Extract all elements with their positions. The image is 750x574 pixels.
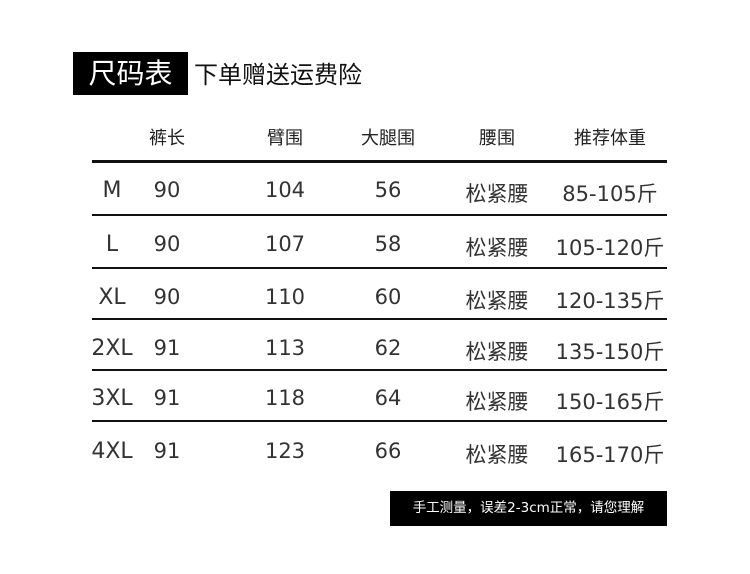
table-cell: 91 [153, 439, 181, 463]
table-cell: 58 [374, 232, 402, 256]
title: 尺码表 [73, 52, 188, 95]
table-cell: 90 [153, 285, 181, 309]
table-cell: 91 [153, 336, 181, 360]
table-cell: 松紧腰 [465, 443, 529, 467]
row-divider [92, 160, 667, 163]
table-cell: 松紧腰 [465, 390, 529, 414]
table-cell: 107 [264, 232, 306, 256]
table-cell: 118 [264, 386, 306, 410]
table-cell: 123 [264, 439, 306, 463]
table-cell: 松紧腰 [465, 182, 529, 206]
row-divider [92, 214, 667, 216]
row-divider [92, 420, 667, 422]
table-cell: 松紧腰 [465, 289, 529, 313]
table-cell: 松紧腰 [465, 340, 529, 364]
column-header: 推荐体重 [574, 128, 646, 149]
table-cell: 105-120斤 [555, 236, 665, 260]
subtitle: 下单赠送运费险 [194, 61, 362, 89]
size-label: 2XL [91, 336, 133, 361]
table-cell: 56 [374, 178, 402, 202]
row-divider [92, 318, 667, 320]
size-label: 3XL [91, 386, 133, 411]
table-cell: 90 [153, 178, 181, 202]
table-cell: 135-150斤 [555, 340, 665, 364]
column-header: 大腿围 [361, 128, 415, 149]
table-cell: 120-135斤 [555, 289, 665, 313]
table-cell: 松紧腰 [465, 236, 529, 260]
table-cell: 104 [264, 178, 306, 202]
row-divider [92, 369, 667, 371]
table-cell: 66 [374, 439, 402, 463]
column-header: 裤长 [149, 128, 185, 149]
size-label: L [105, 232, 119, 257]
table-cell: 62 [374, 336, 402, 360]
table-cell: 90 [153, 232, 181, 256]
size-label: M [102, 178, 122, 203]
table-cell: 150-165斤 [555, 390, 665, 414]
column-header: 臂围 [267, 128, 303, 149]
table-cell: 110 [264, 285, 306, 309]
table-cell: 85-105斤 [562, 182, 658, 206]
size-label: XL [98, 285, 126, 310]
size-label: 4XL [91, 439, 133, 464]
column-header: 腰围 [479, 128, 515, 149]
table-cell: 91 [153, 386, 181, 410]
table-cell: 113 [264, 336, 306, 360]
row-divider [92, 267, 667, 269]
table-cell: 64 [374, 386, 402, 410]
measurement-note: 手工测量，误差2-3cm正常，请您理解 [390, 491, 667, 526]
table-cell: 165-170斤 [555, 443, 665, 467]
table-cell: 60 [374, 285, 402, 309]
